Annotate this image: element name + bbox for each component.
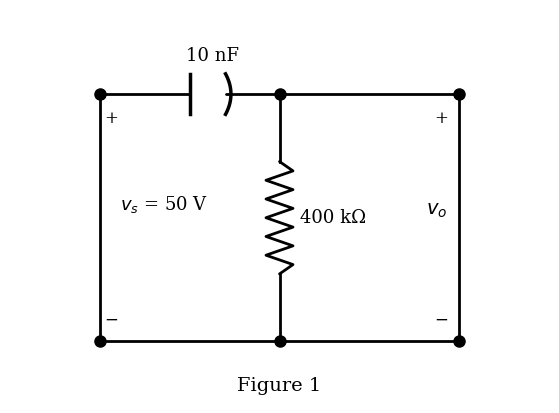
Text: Figure 1: Figure 1 bbox=[238, 377, 321, 395]
Text: $v_s$ = 50 V: $v_s$ = 50 V bbox=[120, 194, 208, 215]
Text: $v_o$: $v_o$ bbox=[427, 202, 448, 220]
Text: −: − bbox=[104, 311, 118, 328]
Text: 10 nF: 10 nF bbox=[186, 47, 239, 65]
Text: −: − bbox=[434, 311, 448, 328]
Text: 400 kΩ: 400 kΩ bbox=[300, 209, 366, 227]
Text: +: + bbox=[434, 110, 448, 127]
Text: +: + bbox=[104, 110, 118, 127]
